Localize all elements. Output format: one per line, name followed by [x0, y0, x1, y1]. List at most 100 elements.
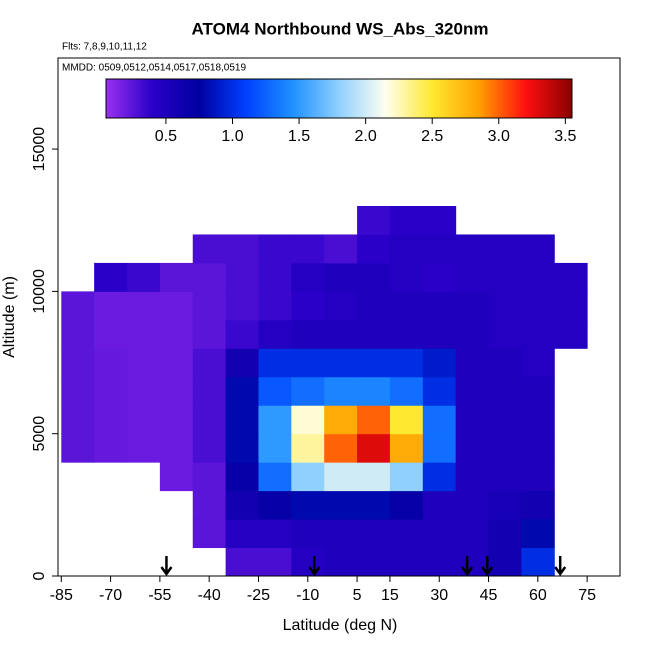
arrow-head: [481, 566, 494, 577]
heat-cell: [225, 433, 259, 463]
heat-cell: [127, 348, 161, 378]
heat-cell: [324, 405, 358, 435]
heat-cell: [554, 262, 588, 292]
x-tick-label: -70: [99, 587, 122, 604]
heat-cell: [422, 348, 457, 378]
heat-cell: [258, 348, 292, 378]
x-tick-label: 30: [430, 587, 448, 604]
heat-cell: [61, 405, 95, 435]
heat-cell: [422, 405, 457, 435]
colorbar-tick-label: 3.0: [488, 128, 510, 145]
heat-cell: [258, 433, 292, 463]
heat-cell: [225, 490, 259, 520]
heat-cell: [455, 519, 490, 549]
heat-cell: [291, 490, 325, 520]
heat-cell: [554, 319, 588, 349]
heat-cell: [159, 462, 194, 492]
heat-cell: [389, 433, 424, 463]
heat-cell: [357, 433, 391, 463]
heat-cell: [291, 291, 325, 321]
heat-cell: [127, 376, 161, 406]
heat-cell: [94, 376, 128, 406]
colorbar: [105, 78, 573, 119]
heat-cell: [225, 291, 259, 321]
heat-cell: [291, 319, 325, 349]
x-tick-label: 15: [381, 587, 399, 604]
heat-cell: [324, 262, 358, 292]
heat-cell: [389, 319, 424, 349]
heat-cell: [291, 462, 325, 492]
heat-cell: [389, 405, 424, 435]
heat-cell: [291, 234, 325, 264]
heat-cell: [357, 348, 391, 378]
heat-cell: [422, 262, 457, 292]
heat-cell: [389, 348, 424, 378]
heat-cell: [291, 547, 325, 577]
arrow: [461, 556, 474, 577]
heat-cell: [225, 319, 259, 349]
annotation: MMDD: 0509,0512,0514,0517,0518,0519: [62, 63, 246, 74]
y-tick-label: 10000: [31, 269, 48, 314]
heat-cell: [225, 462, 259, 492]
heat-cell: [127, 433, 161, 463]
heat-cell: [455, 291, 490, 321]
heat-cell: [94, 291, 128, 321]
heat-cell: [455, 319, 490, 349]
heat-cell: [389, 462, 424, 492]
heat-cell: [455, 234, 490, 264]
heat-cell: [357, 405, 391, 435]
heat-cell: [488, 519, 522, 549]
heat-cell: [159, 405, 194, 435]
heat-cell: [291, 376, 325, 406]
heat-cell: [488, 433, 522, 463]
heat-cell: [422, 462, 457, 492]
colorbar-tick-label: 2.0: [355, 128, 377, 145]
heat-cell: [225, 234, 259, 264]
colorbar-tick-label: 2.5: [421, 128, 443, 145]
x-tick-label: 45: [480, 587, 498, 604]
subtitle: Flts: 7,8,9,10,11,12: [62, 42, 147, 53]
heat-cell: [357, 319, 391, 349]
heat-cell: [192, 462, 227, 492]
heat-cell: [258, 405, 292, 435]
x-tick-label: -40: [198, 587, 221, 604]
heat-cell: [422, 433, 457, 463]
heat-cell: [324, 547, 358, 577]
heat-cell: [61, 291, 95, 321]
heat-cell: [357, 262, 391, 292]
heat-cell: [521, 262, 555, 292]
heat-cell: [225, 519, 259, 549]
heat-cell: [324, 490, 358, 520]
heat-cell: [389, 547, 424, 577]
y-tick-label: 5000: [31, 416, 48, 452]
arrow-head: [461, 566, 474, 577]
heat-cell: [521, 519, 555, 549]
heat-cell: [94, 319, 128, 349]
heat-cell: [94, 405, 128, 435]
heat-cell: [192, 519, 227, 549]
heat-cell: [324, 462, 358, 492]
heat-cell: [389, 519, 424, 549]
heat-cell: [357, 490, 391, 520]
heat-cell: [159, 433, 194, 463]
heat-cell: [225, 547, 259, 577]
heat-cell: [488, 262, 522, 292]
heat-cell: [94, 433, 128, 463]
heat-cell: [324, 234, 358, 264]
heat-cell: [554, 291, 588, 321]
heat-cell: [127, 405, 161, 435]
heat-cell: [488, 319, 522, 349]
heat-cell: [521, 405, 555, 435]
heat-cell: [389, 206, 424, 235]
colorbar-tick-label: 0.5: [155, 128, 177, 145]
colorbar-tick-label: 1.0: [221, 128, 243, 145]
heat-cell: [192, 291, 227, 321]
heat-cell: [159, 262, 194, 292]
heat-cell: [521, 547, 555, 577]
heat-cell: [291, 262, 325, 292]
heat-cell: [159, 319, 194, 349]
x-axis-label: Latitude (deg N): [283, 617, 398, 634]
heat-cell: [357, 291, 391, 321]
heat-cell: [389, 234, 424, 264]
